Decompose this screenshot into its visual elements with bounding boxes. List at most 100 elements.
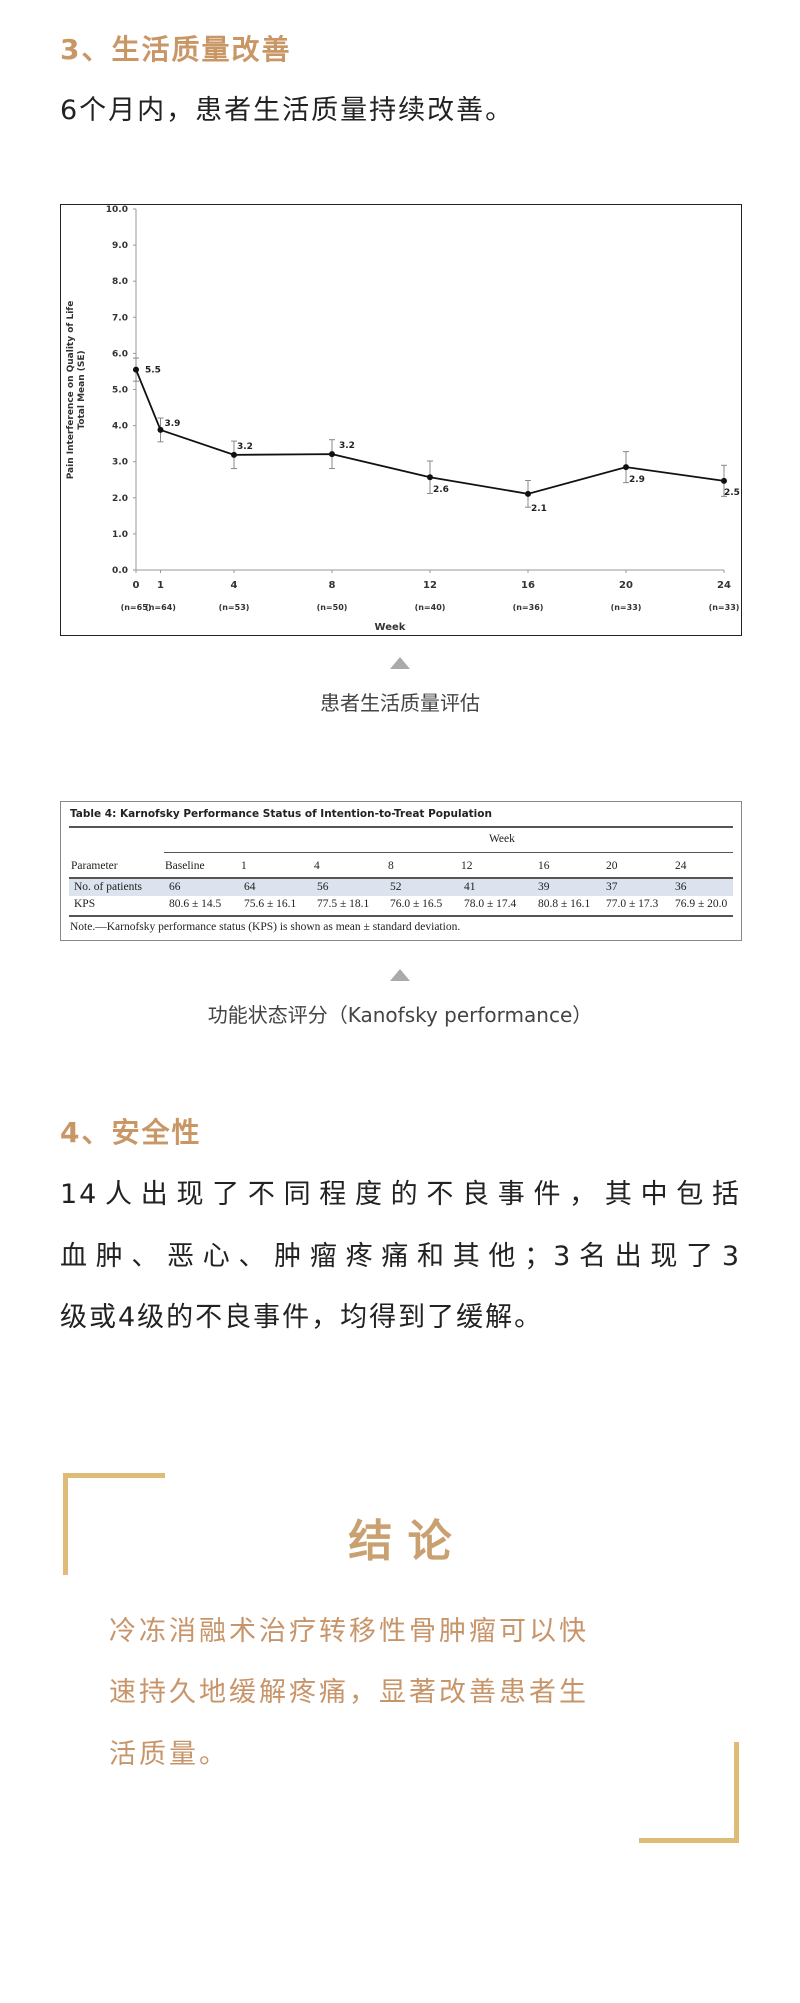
- kps-table: Table 4: Karnofsky Performance Status of…: [60, 801, 742, 941]
- y-tick-label: 0.0: [112, 566, 128, 576]
- kps-cell: 78.0 ± 17.4: [464, 898, 517, 910]
- divider: [69, 915, 733, 917]
- x-tick-label: 20: [619, 580, 633, 591]
- patients-cell: 37: [606, 881, 618, 893]
- kps-cell: 80.6 ± 14.5: [169, 898, 222, 910]
- chart-caption: 患者生活质量评估: [320, 691, 480, 715]
- kps-cell: 75.6 ± 16.1: [244, 898, 297, 910]
- data-label: 2.6: [433, 485, 449, 495]
- kps-cell: KPS: [74, 898, 96, 910]
- highlight-row-bg: [69, 879, 733, 896]
- data-label: 2.5: [724, 488, 740, 498]
- bracket-top-left: [63, 1473, 165, 1478]
- data-point: [427, 474, 433, 481]
- patients-cell: 56: [317, 881, 329, 893]
- conclusion-line-2: 速持久地缓解疼痛，显著改善患者生: [109, 1677, 589, 1708]
- x-tick-label: 0: [133, 580, 140, 591]
- patients-cell: 52: [390, 881, 402, 893]
- n-label: (n=64): [145, 603, 176, 612]
- x-tick-label: 16: [521, 580, 535, 591]
- kps-cell: 76.0 ± 16.5: [390, 898, 443, 910]
- kps-cell: 80.8 ± 16.1: [538, 898, 591, 910]
- table-header-cell: 8: [388, 860, 394, 872]
- section-4-heading: 4、安全性: [60, 1116, 202, 1149]
- n-label: (n=40): [415, 603, 446, 612]
- n-label: (n=36): [513, 603, 544, 612]
- table-header-cell: 12: [461, 860, 473, 872]
- table-header-cell: 4: [314, 860, 320, 872]
- table-header-cell: 1: [241, 860, 247, 872]
- divider: [69, 826, 733, 828]
- data-point: [157, 426, 164, 433]
- bracket-bottom-right: [639, 1838, 739, 1843]
- table-header-cell: 16: [538, 860, 550, 872]
- y-tick-label: 8.0: [112, 277, 128, 287]
- table-header-cell: 20: [606, 860, 618, 872]
- caption-arrow-icon: [390, 657, 410, 669]
- y-tick-label: 2.0: [112, 494, 128, 504]
- y-tick-label: 10.0: [106, 205, 128, 215]
- line-chart: 0.0 1.0 2.0 3.0 4.0 5.0 6.0 7.0 8.0 9.0 10.0 0 (n=65…: [66, 205, 740, 633]
- bracket-top-left: [63, 1473, 68, 1575]
- data-point: [231, 451, 237, 458]
- table-note: Note.—Karnofsky performance status (KPS)…: [70, 921, 461, 933]
- data-point: [525, 490, 531, 497]
- patients-cell: No. of patients: [74, 881, 143, 893]
- data-point: [623, 464, 629, 471]
- n-label: (n=53): [219, 603, 250, 612]
- kps-cell: 77.0 ± 17.3: [606, 898, 659, 910]
- y-tick-label: 7.0: [112, 313, 128, 323]
- conclusion-line-1: 冷冻消融术治疗转移性骨肿瘤可以快: [109, 1616, 589, 1647]
- patients-cell: 66: [169, 881, 181, 893]
- divider: [69, 877, 733, 879]
- patients-cell: 36: [675, 881, 687, 893]
- data-label: 2.1: [531, 504, 547, 514]
- n-label: (n=50): [317, 603, 348, 612]
- data-point: [721, 477, 727, 484]
- x-tick-label: 12: [423, 580, 437, 591]
- y-tick-label: 9.0: [112, 241, 128, 251]
- table-header-cell: Baseline: [165, 860, 205, 872]
- data-point: [133, 366, 139, 373]
- data-point: [329, 451, 335, 458]
- x-tick-label: 1: [157, 580, 164, 591]
- patients-cell: 64: [244, 881, 256, 893]
- caption-arrow-icon: [390, 969, 410, 981]
- table-title: Table 4: Karnofsky Performance Status of…: [70, 808, 492, 820]
- n-label: (n=33): [611, 603, 642, 612]
- y-tick-label: 4.0: [112, 422, 128, 432]
- data-label: 3.9: [165, 419, 181, 429]
- patients-cell: 41: [464, 881, 476, 893]
- table-header-cell: Parameter: [71, 860, 118, 872]
- patients-cell: 39: [538, 881, 550, 893]
- x-tick-label: 24: [717, 580, 731, 591]
- data-label: 3.2: [237, 442, 253, 452]
- section-4-line-3: 级或4级的不良事件，均得到了缓解。: [60, 1302, 544, 1333]
- x-axis-title: Week: [375, 622, 406, 633]
- kps-cell: 76.9 ± 20.0: [675, 898, 728, 910]
- section-3-text: 6个月内，患者生活质量持续改善。: [60, 95, 515, 126]
- y-axis-title: Pain Interference on Quality of LifeTota…: [66, 301, 87, 480]
- conclusion-line-3: 活质量。: [109, 1739, 229, 1770]
- y-tick-label: 3.0: [112, 458, 128, 468]
- data-label: 3.2: [339, 441, 355, 451]
- y-tick-label: 1.0: [112, 530, 128, 540]
- divider: [164, 852, 733, 853]
- data-label: 5.5: [145, 366, 161, 376]
- data-label: 2.9: [629, 475, 645, 485]
- section-4-line-2: 血肿、恶心、肿瘤疼痛和其他；3名出现了3: [60, 1241, 741, 1272]
- n-label: (n=33): [709, 603, 740, 612]
- section-3-heading: 3、生活质量改善: [60, 33, 292, 66]
- table-header-cell: 24: [675, 860, 687, 872]
- y-tick-label: 5.0: [112, 386, 128, 396]
- table-caption: 功能状态评分（Kanofsky performance）: [207, 1003, 593, 1027]
- y-tick-label: 6.0: [112, 349, 128, 359]
- quality-of-life-chart: 0.0 1.0 2.0 3.0 4.0 5.0 6.0 7.0 8.0 9.0 10.0 0 (n=65…: [60, 204, 742, 636]
- series-line: [135, 369, 725, 495]
- conclusion-heading: 结 论: [348, 1516, 452, 1567]
- x-tick-label: 4: [231, 580, 238, 591]
- kps-cell: 77.5 ± 18.1: [317, 898, 370, 910]
- table-group-header: Week: [489, 833, 515, 845]
- n-label: (n=65): [121, 603, 152, 612]
- x-tick-label: 8: [329, 580, 336, 591]
